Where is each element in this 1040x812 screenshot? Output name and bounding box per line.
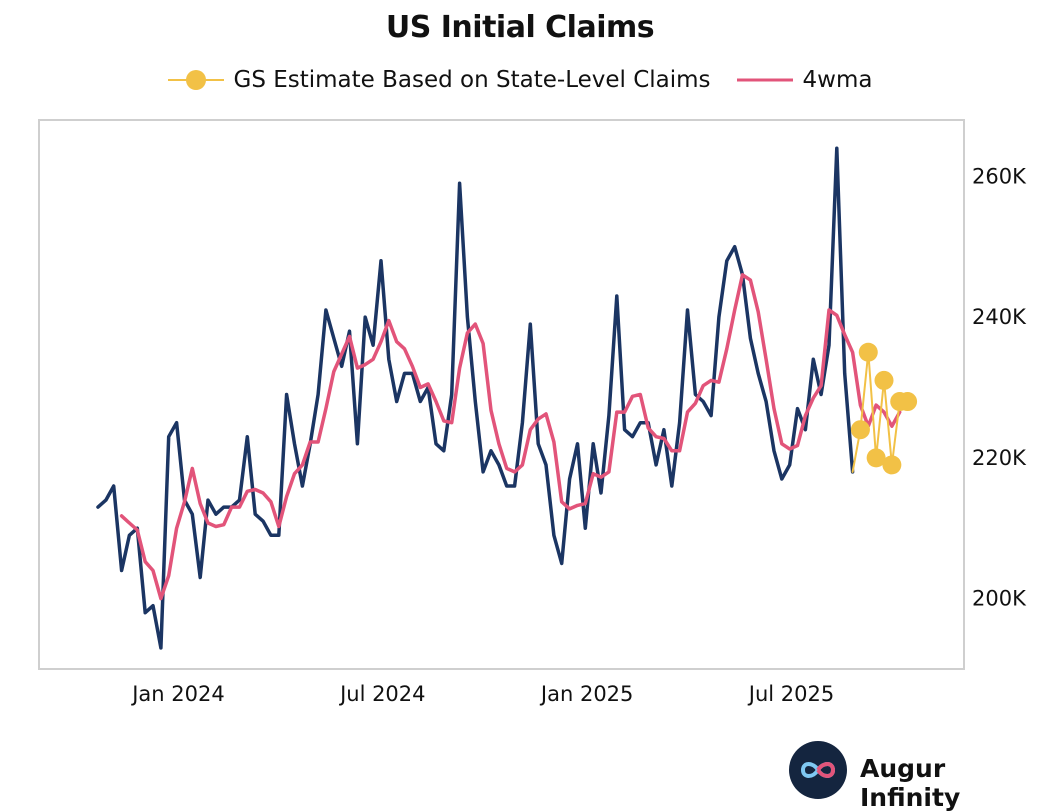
estimate-point [850, 420, 870, 440]
brand-logo-icon [789, 741, 847, 799]
y-tick-label: 200K [972, 587, 1027, 611]
estimate-point [858, 342, 878, 362]
legend-label-4wma: 4wma [802, 67, 873, 93]
y-tick-label: 240K [972, 305, 1027, 329]
legend-item-4wma: 4wma [736, 66, 873, 94]
brand-name: Augur Infinity [860, 754, 961, 812]
estimate-point [866, 448, 886, 468]
y-tick-label: 260K [972, 164, 1027, 188]
legend-swatch-4wma-icon [736, 78, 793, 82]
legend-item-estimate: GS Estimate Based on State-Level Claims [167, 66, 711, 94]
plot-area-border [38, 119, 965, 670]
legend-swatch-estimate-icon [167, 70, 224, 90]
estimate-point [874, 370, 894, 390]
chart-title: US Initial Claims [385, 10, 655, 45]
series-line-wma [119, 273, 902, 601]
x-axis-ticks: Jan 2024 Jul 2024 Jan 2025 Jul 2025 [130, 682, 834, 706]
estimate-point [898, 392, 918, 412]
chart-legend: GS Estimate Based on State-Level Claims … [0, 66, 1040, 94]
y-tick-label: 220K [972, 446, 1027, 470]
series-line-actual [96, 146, 855, 650]
x-tick-label: Jan 2024 [130, 682, 225, 706]
legend-label-estimate: GS Estimate Based on State-Level Claims [233, 67, 711, 93]
y-axis-ticks: 200K 220K 240K 260K [972, 164, 1027, 610]
x-tick-label: Jul 2025 [747, 682, 834, 706]
x-tick-label: Jan 2025 [539, 682, 634, 706]
series-line-estimate [851, 351, 909, 473]
x-tick-label: Jul 2024 [338, 682, 425, 706]
estimate-point [882, 455, 902, 475]
series-layer [96, 146, 918, 650]
